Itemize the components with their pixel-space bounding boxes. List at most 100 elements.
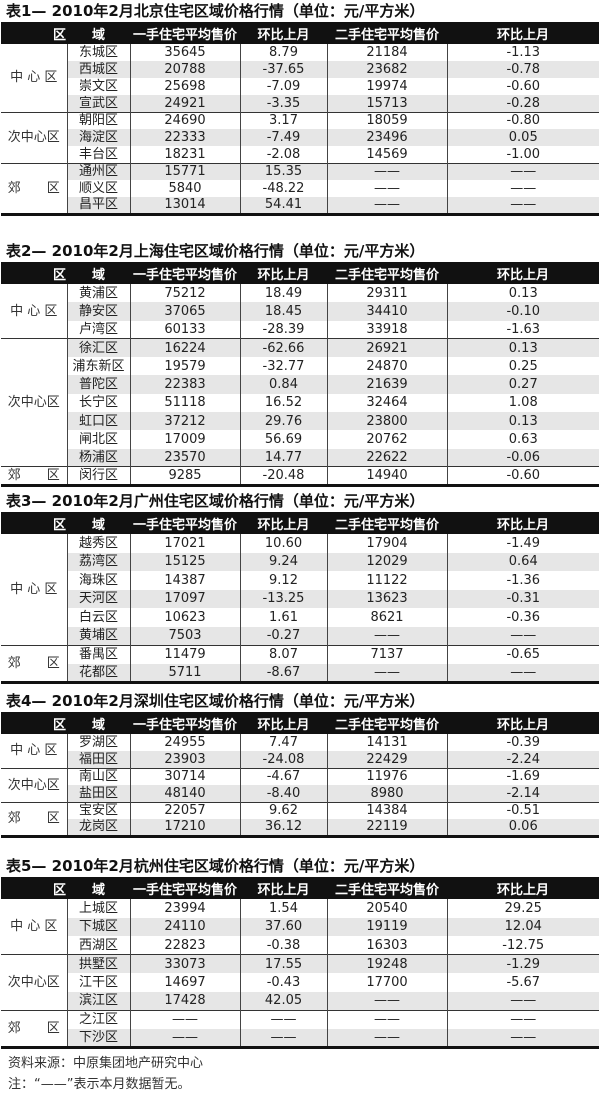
- new-mom-cell: 15.35: [239, 162, 328, 180]
- new-price-cell: 17097: [129, 589, 241, 608]
- new-mom-cell: -37.65: [239, 61, 328, 78]
- resale-mom-cell: 0.25: [446, 357, 600, 376]
- district-cell: 浦东新区: [66, 357, 131, 376]
- table-title: 表2— 2010年2月上海住宅区域价格行情（单位：元/平方米）: [6, 242, 425, 260]
- resale-mom-cell: -2.14: [446, 785, 600, 802]
- column-header: 一手住宅平均售价: [130, 877, 241, 899]
- district-cell: 昌平区: [66, 197, 131, 214]
- resale-price-cell: 20540: [326, 899, 448, 918]
- new-price-cell: 18231: [129, 146, 241, 163]
- resale-mom-cell: 0.06: [446, 819, 600, 836]
- column-header: 环比上月: [447, 22, 600, 44]
- new-price-cell: 5840: [129, 180, 241, 197]
- district-cell: 拱墅区: [66, 954, 131, 973]
- new-mom-cell: ——: [239, 1028, 328, 1047]
- table-row: 黄埔区 7503 -0.27 —— ——: [1, 626, 600, 645]
- table-row: 郊 区番禺区 11479 8.07 7137 -0.65: [1, 644, 600, 682]
- region-group-label: 中 心 区: [10, 581, 58, 597]
- resale-mom-cell: -5.67: [446, 973, 600, 992]
- resale-mom-cell: -0.78: [446, 61, 600, 78]
- column-header: 一手住宅平均售价: [130, 712, 241, 734]
- district-cell: 杨浦区: [66, 448, 131, 467]
- region-group-label: 次中心区: [1, 954, 67, 1010]
- region-group-label: 次中心区: [1, 767, 67, 802]
- new-price-cell: 37065: [129, 302, 241, 321]
- district-cell: 卢湾区: [66, 320, 131, 339]
- new-price-cell: 17210: [129, 819, 241, 836]
- district-cell: 崇文区: [66, 78, 131, 95]
- source-note: 资料来源：中原集团地产研究中心: [8, 1056, 204, 1071]
- resale-price-cell: 8980: [326, 785, 448, 802]
- column-header: 区 域: [1, 262, 131, 284]
- region-group-label: 次中心区: [1, 111, 67, 163]
- new-price-cell: 22057: [129, 801, 241, 819]
- resale-mom-cell: ——: [446, 626, 600, 645]
- column-header: 二手住宅平均售价: [327, 877, 448, 899]
- region-group-label: 郊 区: [1, 1009, 67, 1047]
- new-mom-cell: -32.77: [239, 357, 328, 376]
- resale-mom-cell: -1.29: [446, 954, 600, 973]
- resale-mom-cell: -1.00: [446, 146, 600, 163]
- resale-price-cell: ——: [326, 663, 448, 682]
- resale-price-cell: 23496: [326, 129, 448, 146]
- price-table-block: 表1— 2010年2月北京住宅区域价格行情（单位：元/平方米） 区 域一手住宅平均…: [0, 0, 600, 216]
- new-mom-cell: -3.35: [239, 95, 328, 112]
- new-price-cell: 25698: [129, 78, 241, 95]
- table-row: 闸北区 17009 56.69 20762 0.63: [1, 430, 600, 449]
- resale-mom-cell: 29.25: [446, 899, 600, 918]
- table-header-row: 区 域一手住宅平均售价 环比上月 二手住宅平均售价 环比上月: [1, 877, 600, 899]
- district-cell: 江干区: [66, 973, 131, 992]
- district-cell: 越秀区: [66, 534, 131, 553]
- new-mom-cell: 56.69: [239, 430, 328, 449]
- price-table: 区 域一手住宅平均售价 环比上月 二手住宅平均售价 环比上月中 心 区黄浦区 75212…: [1, 262, 600, 487]
- table-title: 表5— 2010年2月杭州住宅区域价格行情（单位：元/平方米）: [6, 857, 425, 875]
- new-mom-cell: 18.49: [239, 284, 328, 303]
- resale-price-cell: ——: [326, 180, 448, 197]
- table-row: 海淀区 22333 -7.49 23496 0.05: [1, 129, 600, 146]
- new-mom-cell: ——: [239, 1009, 328, 1029]
- resale-price-cell: 11976: [326, 767, 448, 785]
- column-header: 环比上月: [240, 512, 328, 534]
- new-price-cell: 5711: [129, 663, 241, 682]
- new-price-cell: 22383: [129, 375, 241, 394]
- district-cell: 滨江区: [66, 991, 131, 1010]
- new-price-cell: ——: [129, 1028, 241, 1047]
- new-mom-cell: 29.76: [239, 412, 328, 431]
- table-row: 西城区 20788 -37.65 23682 -0.78: [1, 61, 600, 78]
- column-header: 区 域: [1, 512, 131, 534]
- resale-price-cell: 19248: [326, 954, 448, 973]
- new-price-cell: 23994: [129, 899, 241, 918]
- table-row: 中 心 区东城区 35645 8.79 21184 -1.13: [1, 44, 600, 84]
- resale-price-cell: 34410: [326, 302, 448, 321]
- new-price-cell: 17021: [129, 534, 241, 553]
- new-price-cell: 22333: [129, 129, 241, 146]
- resale-price-cell: 29311: [326, 284, 448, 303]
- new-mom-cell: 37.60: [239, 917, 328, 936]
- new-price-cell: 14697: [129, 973, 241, 992]
- district-cell: 朝阳区: [66, 111, 131, 129]
- new-price-cell: 75212: [129, 284, 241, 303]
- new-mom-cell: -0.27: [239, 626, 328, 645]
- new-mom-cell: 8.07: [239, 644, 328, 664]
- new-mom-cell: 3.17: [239, 111, 328, 129]
- table-row: 滨江区 17428 42.05 —— ——: [1, 991, 600, 1010]
- table-row: 中 心 区黄浦区 75212 18.49 29311 0.13: [1, 284, 600, 318]
- resale-price-cell: ——: [326, 991, 448, 1010]
- table-row: 海珠区 14387 9.12 11122 -1.36: [1, 571, 600, 590]
- table-row: 宣武区 24921 -3.35 15713 -0.28: [1, 95, 600, 112]
- resale-price-cell: 17904: [326, 534, 448, 553]
- table-row: 次中心区 南山区 30714 -4.67 11976 -1.69: [1, 767, 600, 802]
- district-cell: 番禺区: [66, 644, 131, 664]
- region-group-label: 郊 区: [1, 162, 67, 214]
- resale-price-cell: 22622: [326, 448, 448, 467]
- new-price-cell: 9285: [129, 466, 241, 486]
- column-header: 一手住宅平均售价: [130, 22, 241, 44]
- resale-price-cell: 18059: [326, 111, 448, 129]
- new-mom-cell: -20.48: [239, 466, 328, 486]
- resale-mom-cell: -1.36: [446, 571, 600, 590]
- column-header: 二手住宅平均售价: [327, 22, 448, 44]
- resale-mom-cell: -1.49: [446, 534, 600, 553]
- new-price-cell: 19579: [129, 357, 241, 376]
- new-price-cell: 14387: [129, 571, 241, 590]
- region-group-label: 郊 区: [1, 466, 67, 486]
